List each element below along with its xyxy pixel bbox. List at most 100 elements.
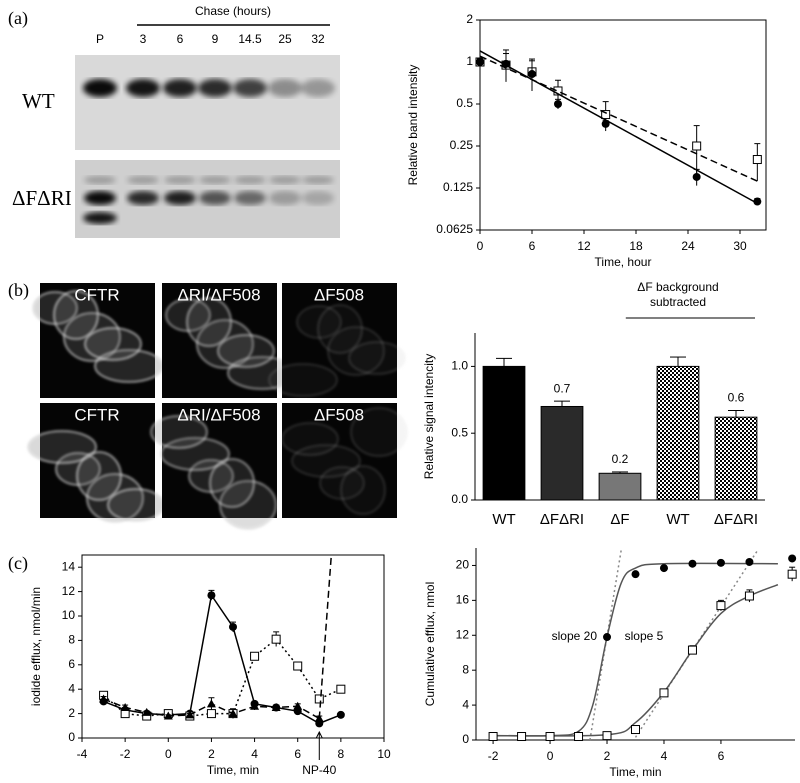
value-label: 0.7 (554, 381, 571, 395)
y-tick-label: 0.0625 (436, 222, 473, 236)
x-tick-label: ΔFΔRI (714, 511, 758, 528)
x-tick-label: 10 (377, 747, 391, 761)
marker (271, 634, 281, 644)
y-tick-label: 4 (462, 697, 469, 711)
band (127, 191, 159, 205)
annotation: slope 5 (625, 629, 664, 643)
band (163, 79, 197, 97)
cell (150, 415, 208, 449)
micrograph-label: ΔF508 (314, 405, 364, 424)
y-tick-label: 6 (68, 657, 75, 671)
micrograph-label: CFTR (74, 285, 119, 304)
marker (293, 661, 303, 671)
micrograph-label: ΔRI/ΔF508 (177, 285, 260, 304)
band (269, 191, 301, 205)
lane-label: 6 (177, 32, 184, 46)
bar (540, 405, 584, 501)
annotation: ΔF background (637, 280, 718, 294)
y-tick-label: 12 (62, 584, 76, 598)
x-tick-label: 0 (547, 749, 554, 763)
y-tick-label: 20 (456, 558, 470, 572)
blot-wt (75, 55, 340, 150)
marker (687, 645, 697, 655)
blot-row-label: WT (22, 89, 55, 113)
x-tick-label: 0 (165, 747, 172, 761)
cell (53, 290, 99, 340)
marker (744, 591, 754, 601)
x-tick-label: -2 (488, 749, 499, 763)
cell (281, 422, 339, 456)
lane-label: 25 (278, 32, 292, 46)
y-tick-label: 0 (462, 732, 469, 746)
series-line (493, 583, 779, 737)
x-tick-label: 18 (629, 239, 643, 253)
marker (476, 58, 484, 66)
x-tick-label: ΔF (610, 511, 629, 528)
band (83, 79, 117, 97)
marker (336, 684, 346, 694)
lane-label: 32 (311, 32, 325, 46)
x-tick-label: -4 (77, 747, 88, 761)
band (198, 79, 232, 97)
marker (631, 725, 640, 735)
annotation: subtracted (650, 295, 706, 309)
x-tick-label: 2 (208, 747, 215, 761)
panel-label: (c) (8, 553, 28, 574)
lane-label: 9 (212, 32, 219, 46)
y-tick-label: 14 (62, 559, 76, 573)
x-tick-label: 24 (681, 239, 695, 253)
band (234, 191, 266, 205)
band (233, 79, 267, 97)
y-tick-label: 10 (62, 608, 76, 622)
marker (659, 564, 668, 573)
x-tick-label: -2 (120, 747, 131, 761)
marker (602, 731, 612, 741)
series-line (479, 55, 758, 182)
marker (488, 732, 498, 742)
band (302, 191, 334, 205)
annotation: slope 20 (552, 629, 598, 643)
band (302, 176, 334, 184)
cell (27, 430, 97, 464)
x-tick-label: 8 (338, 747, 345, 761)
y-tick-label: 0.125 (443, 180, 473, 194)
x-tick-label: 12 (577, 239, 591, 253)
y-tick-label: 1.0 (451, 359, 468, 373)
bar (714, 416, 758, 501)
series-line (634, 549, 759, 738)
marker (528, 70, 536, 79)
marker (206, 709, 216, 719)
series-line (479, 50, 758, 205)
x-tick-label: ΔFΔRI (540, 511, 584, 528)
marker (163, 711, 173, 720)
marker (293, 701, 303, 710)
x-tick-label: WT (666, 511, 689, 528)
marker (753, 197, 762, 206)
marker (228, 709, 238, 718)
marker (250, 651, 260, 661)
y-tick-label: 0.0 (451, 492, 468, 506)
series-line (493, 562, 778, 737)
marker (752, 155, 762, 165)
x-tick-label: 6 (294, 747, 301, 761)
marker (692, 172, 701, 181)
marker (229, 622, 237, 631)
marker (206, 699, 216, 708)
y-axis-label: iodide efflux, nmol/min (29, 587, 43, 706)
lane-label: P (96, 32, 104, 46)
marker (207, 591, 216, 600)
cell (209, 458, 255, 508)
marker (692, 141, 702, 151)
micrograph-label: ΔRI/ΔF508 (177, 405, 260, 424)
cell (76, 451, 122, 501)
x-tick-label: 2 (604, 749, 611, 763)
band (126, 79, 160, 97)
marker (517, 732, 527, 742)
marker (120, 703, 130, 711)
marker (788, 554, 797, 563)
bar (598, 472, 642, 501)
y-axis-label: Relative signal intencity (422, 354, 436, 479)
value-label: 0.2 (612, 452, 629, 466)
x-axis-label: Time, hour (595, 255, 652, 269)
